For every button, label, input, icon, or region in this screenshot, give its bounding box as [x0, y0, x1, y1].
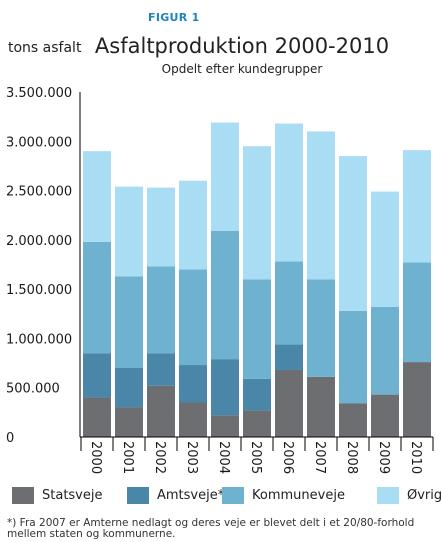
legend-item-statsveje: Statsveje	[12, 484, 103, 506]
legend-swatch	[12, 486, 34, 504]
bar-segment-ovrige-2003	[179, 180, 207, 270]
x-tick-label: 2006	[280, 441, 295, 474]
bar-segment-kommuneveje-2002	[147, 266, 175, 354]
bar-segment-amtsveje-2005	[243, 378, 271, 411]
y-tick-label: 2.500.000	[6, 185, 72, 200]
bar-segment-kommuneveje-2009	[371, 306, 399, 395]
legend-item-amtsveje: Amtsveje*	[127, 484, 224, 506]
x-tick-label: 2007	[312, 441, 327, 474]
bar-segment-amtsveje-2004	[211, 359, 239, 416]
bar-segment-ovrige-2005	[243, 146, 271, 280]
y-tick-label: 1.500.000	[6, 283, 72, 298]
legend-swatch	[377, 486, 399, 504]
bar-segment-statsveje-2003	[179, 402, 207, 437]
chart-title: Asfaltproduktion 2000-2010	[94, 34, 390, 58]
chart-legend: Statsveje Amtsveje* Kommuneveje Øvrige	[12, 484, 441, 506]
bar-segment-statsveje-2004	[211, 415, 239, 437]
bar-segment-statsveje-2006	[275, 369, 303, 437]
chart-subtitle: Opdelt efter kundegrupper	[161, 62, 323, 76]
bar-segment-statsveje-2010	[403, 362, 431, 437]
x-tick-label: 2003	[184, 441, 199, 474]
y-tick-label: 1.000.000	[6, 332, 72, 347]
bar-segment-statsveje-2002	[147, 385, 175, 437]
bar-segment-kommuneveje-2001	[115, 276, 143, 368]
figure-label: FIGUR 1	[148, 11, 200, 24]
bar-segment-ovrige-2004	[211, 122, 239, 231]
bar-segment-statsveje-2007	[307, 376, 335, 437]
x-tick-label: 2000	[88, 441, 103, 474]
bar-segment-ovrige-2007	[307, 131, 335, 280]
x-tick-label: 2004	[216, 441, 231, 474]
bar-segment-kommuneveje-2000	[83, 241, 111, 354]
legend-label: Statsveje	[42, 487, 103, 503]
footnote: *) Fra 2007 er Amterne nedlagt og deres …	[7, 518, 441, 540]
bar-segment-kommuneveje-2008	[339, 310, 367, 404]
bar-segment-amtsveje-2003	[179, 365, 207, 403]
y-tick-label: 500.000	[6, 382, 60, 397]
bar-segment-ovrige-2000	[83, 151, 111, 242]
bar-segment-kommuneveje-2006	[275, 261, 303, 345]
bar-segment-kommuneveje-2003	[179, 269, 207, 366]
y-tick-label: 3.000.000	[6, 135, 72, 150]
stacked-bar-chart: 0 500.000 1.000.000 1.500.000 2.000.000 2.500…	[6, 86, 434, 474]
bar-segment-kommuneveje-2007	[307, 279, 335, 377]
x-tick-label: 2010	[408, 441, 423, 474]
footnote-line-2: mellem staten og kommunerne.	[7, 528, 176, 540]
bar-segment-kommuneveje-2010	[403, 262, 431, 363]
legend-swatch	[222, 486, 244, 504]
legend-label: Amtsveje*	[157, 487, 225, 503]
bar-segment-ovrige-2001	[115, 186, 143, 277]
bar-segment-amtsveje-2006	[275, 344, 303, 370]
bar-segment-statsveje-2008	[339, 403, 367, 437]
x-tick-label: 2005	[248, 441, 263, 474]
x-tick-label: 2001	[120, 441, 135, 474]
legend-item-ovrige: Øvrige	[377, 484, 441, 506]
bar-segment-amtsveje-2001	[115, 368, 143, 408]
bar-segment-amtsveje-2000	[83, 353, 111, 398]
y-axis-label: tons asfalt	[8, 40, 82, 56]
bar-segment-statsveje-2000	[83, 397, 111, 437]
legend-label: Kommuneveje	[252, 487, 345, 503]
y-tick-label: 2.000.000	[6, 234, 72, 249]
bar-segment-amtsveje-2002	[147, 353, 175, 386]
bar-segment-ovrige-2008	[339, 156, 367, 311]
bar-segment-ovrige-2010	[403, 150, 431, 263]
bar-segment-kommuneveje-2005	[243, 279, 271, 379]
x-tick-label: 2008	[344, 441, 359, 474]
legend-swatch	[127, 486, 149, 504]
legend-label: Øvrige	[407, 487, 441, 503]
x-tick-label: 2009	[376, 441, 391, 474]
bar-segment-ovrige-2009	[371, 191, 399, 307]
x-tick-label: 2002	[152, 441, 167, 474]
bar-segment-ovrige-2002	[147, 187, 175, 267]
bar-segment-ovrige-2006	[275, 123, 303, 262]
y-tick-label: 3.500.000	[6, 86, 72, 101]
bar-segment-statsveje-2001	[115, 407, 143, 437]
legend-item-kommuneveje: Kommuneveje	[222, 484, 345, 506]
bar-segment-statsveje-2009	[371, 394, 399, 437]
bar-segment-kommuneveje-2004	[211, 230, 239, 360]
bar-segment-statsveje-2005	[243, 410, 271, 437]
footnote-line-1: *) Fra 2007 er Amterne nedlagt og deres …	[7, 518, 415, 529]
y-tick-label: 0	[6, 431, 14, 446]
